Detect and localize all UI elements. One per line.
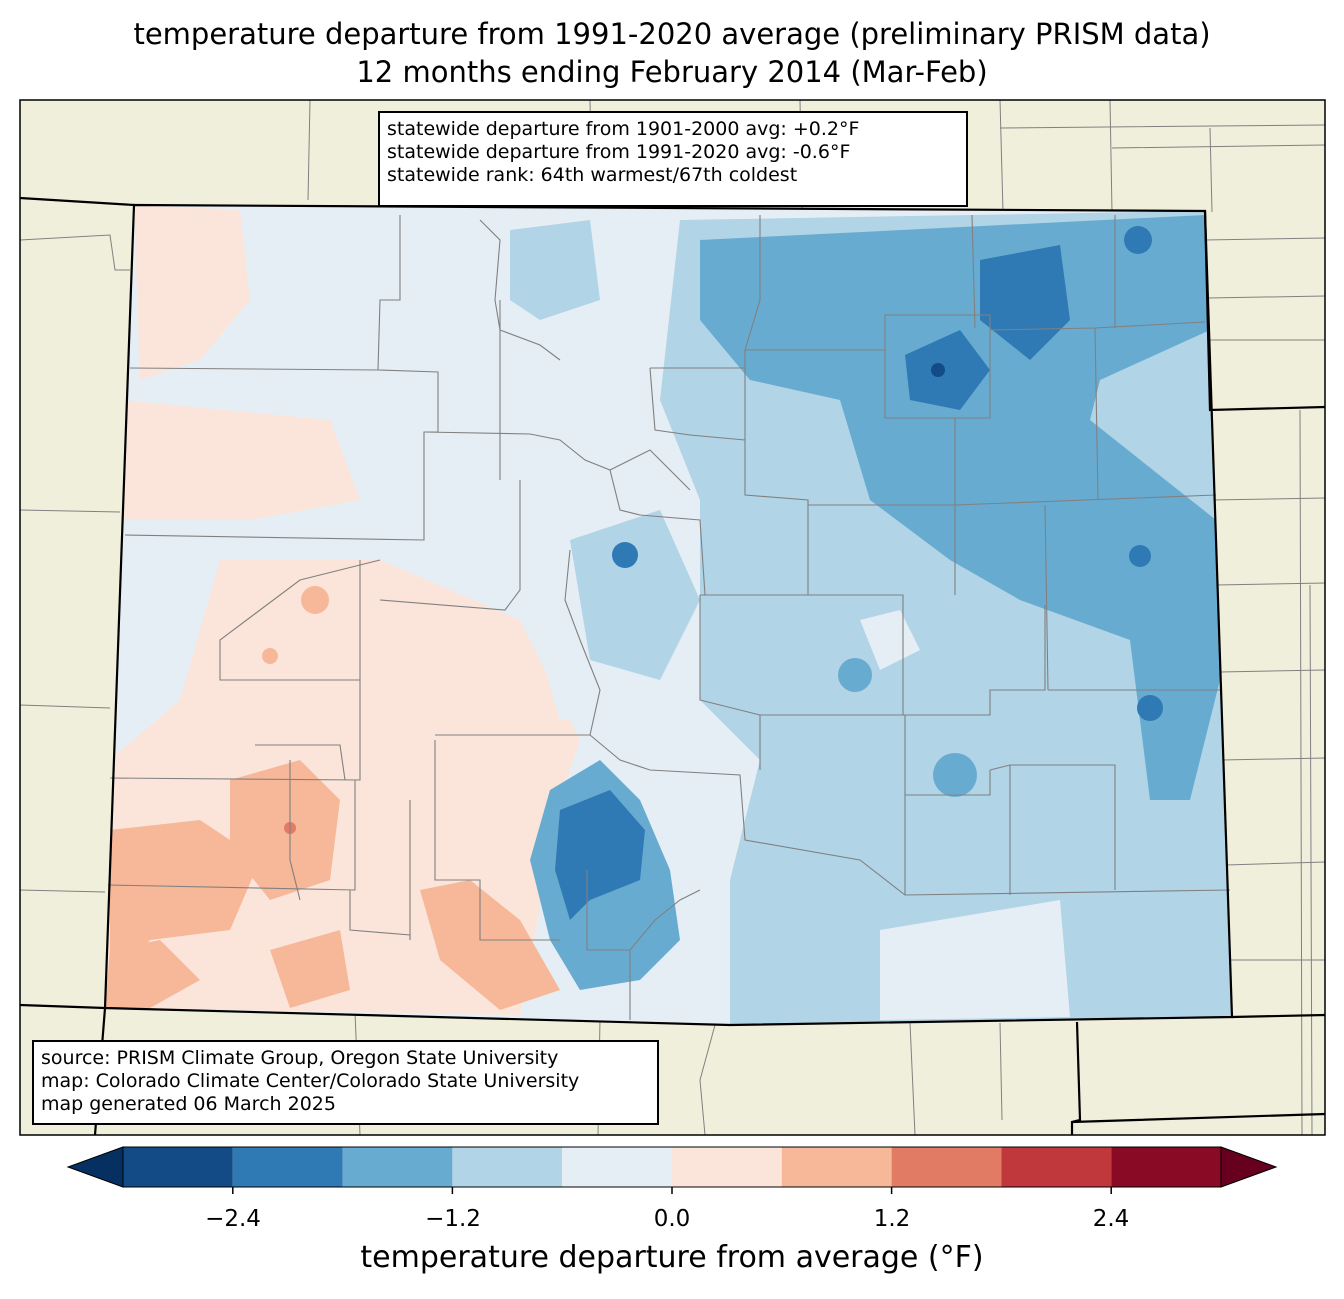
colorbar-bin xyxy=(342,1147,453,1187)
colorbar-tick-label: 1.2 xyxy=(873,1206,911,1232)
neighbor-state-borders xyxy=(20,196,1325,1135)
field-warm2-spot xyxy=(301,586,329,614)
source-line-map: map: Colorado Climate Center/Colorado St… xyxy=(41,1070,580,1092)
field-near-normal-se xyxy=(880,900,1070,1020)
colorbar-label: temperature departure from average (°F) xyxy=(360,1240,984,1275)
temperature-departure-field xyxy=(105,205,1232,1025)
statewide-stats-box: statewide departure from 1901-2000 avg: … xyxy=(378,111,968,207)
colorbar-bin xyxy=(781,1147,892,1187)
stats-line-rank: statewide rank: 64th warmest/67th coldes… xyxy=(387,164,798,186)
field-cold-spot-central xyxy=(612,542,638,568)
field-cold-east xyxy=(700,215,1220,800)
field-colder-ne2 xyxy=(905,330,990,410)
stats-line-1901-2000: statewide departure from 1901-2000 avg: … xyxy=(387,118,860,140)
field-warm2-sw5 xyxy=(270,930,350,1008)
stats-line-1991-2020: statewide departure from 1991-2020 avg: … xyxy=(387,141,851,163)
source-box: source: PRISM Climate Group, Oregon Stat… xyxy=(32,1040,659,1125)
field-colder-e2 xyxy=(1137,695,1163,721)
field-colder-ne3 xyxy=(1124,226,1152,254)
colorbar-bin xyxy=(123,1147,233,1187)
field-colder-san-luis xyxy=(555,790,645,920)
map-frame-content xyxy=(20,100,1325,1135)
colorbar-over-arrow xyxy=(1220,1146,1278,1188)
field-colder-ne1 xyxy=(980,245,1070,360)
colorbar-tick-label: 0.0 xyxy=(653,1206,691,1232)
field-coldest-spot xyxy=(931,363,945,377)
colorbar-bin xyxy=(232,1147,343,1187)
map-frame xyxy=(19,99,1326,1136)
field-cold-se-spot xyxy=(933,753,977,797)
colorbar-bin xyxy=(891,1147,1002,1187)
field-cool-north-park xyxy=(510,220,600,320)
field-warm2-sw1 xyxy=(110,820,260,990)
field-warm-nw xyxy=(134,205,250,380)
field-cold-e-spot xyxy=(838,658,872,692)
colorbar-tick-label: 2.4 xyxy=(1092,1206,1130,1232)
colorado-county-lines xyxy=(107,214,1231,1020)
field-cool-central xyxy=(570,510,700,680)
colorbar-tick-label: −2.4 xyxy=(205,1206,261,1232)
colorbar-under-arrow xyxy=(66,1146,124,1188)
field-warm-w1 xyxy=(120,400,360,520)
colorbar-bin xyxy=(452,1147,563,1187)
colorbar-bin xyxy=(1111,1147,1221,1187)
colorado-border xyxy=(103,203,1234,1027)
source-line-generated: map generated 06 March 2025 xyxy=(41,1093,336,1115)
map-title: temperature departure from 1991-2020 ave… xyxy=(133,17,1211,51)
source-line-prism: source: PRISM Climate Group, Oregon Stat… xyxy=(41,1047,559,1069)
colorbar-bin xyxy=(562,1147,672,1187)
field-warm2-sw2 xyxy=(105,940,200,1008)
colorbar-bin xyxy=(672,1147,782,1187)
colorbar xyxy=(66,1146,1278,1194)
colorbar-bin xyxy=(1001,1147,1112,1187)
field-near-normal-e xyxy=(860,610,920,670)
colorbar-tick-label: −1.2 xyxy=(425,1206,481,1232)
map-subtitle: 12 months ending February 2014 (Mar-Feb) xyxy=(356,55,988,89)
field-warm2-sw4 xyxy=(420,880,560,1010)
field-warm2-spot2 xyxy=(262,648,278,664)
field-colder-e1 xyxy=(1129,545,1151,567)
